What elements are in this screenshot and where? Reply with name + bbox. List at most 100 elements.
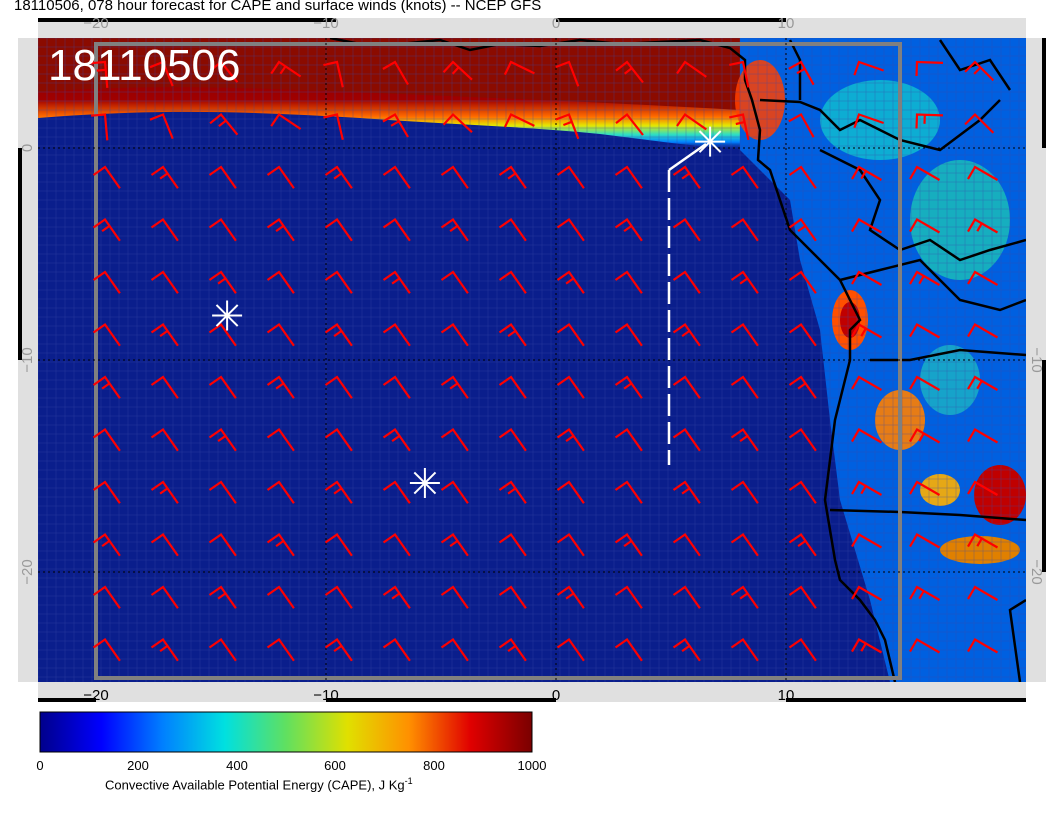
colorbar — [39, 711, 533, 753]
wind-barb — [498, 322, 527, 347]
wind-barb — [382, 375, 411, 399]
wind-barb — [324, 165, 353, 189]
wind-barb — [909, 480, 941, 496]
wind-barb — [672, 480, 701, 504]
wind-barb — [672, 637, 701, 662]
wind-barb — [730, 322, 759, 347]
wind-barb — [788, 165, 817, 189]
wind-barb — [730, 585, 759, 609]
top-tick-label: 0 — [552, 15, 560, 32]
wind-barb — [382, 217, 411, 242]
wind-barb — [150, 270, 179, 294]
wind-barb — [208, 270, 237, 294]
wind-barb — [788, 217, 817, 242]
wind-barb — [324, 270, 353, 294]
wind-barb — [556, 217, 585, 242]
wind-barb — [967, 480, 999, 496]
wind-barb — [730, 480, 759, 504]
left-tick-label: −20 — [19, 559, 36, 584]
wind-barb — [614, 480, 643, 504]
wind-barb — [672, 270, 701, 294]
wind-barb — [556, 585, 585, 609]
wind-barb — [556, 375, 585, 399]
bottom-tick-label: 0 — [552, 687, 560, 704]
wind-barb — [270, 112, 302, 130]
wind-barb — [382, 60, 409, 86]
wind-barb — [555, 113, 580, 140]
wind-barb — [92, 637, 121, 662]
wind-barb — [150, 532, 179, 557]
wind-barb — [498, 165, 527, 189]
wind-barb — [556, 165, 585, 189]
wind-barb — [324, 322, 353, 347]
wind-barb — [382, 480, 411, 504]
wind-barb — [788, 585, 817, 609]
wind-barb — [92, 217, 121, 242]
wind-barb — [788, 480, 817, 504]
wind-barb — [266, 427, 295, 452]
wind-barb — [853, 113, 884, 129]
wind-barb — [915, 60, 944, 77]
wind-barb — [92, 480, 121, 504]
wind-barb — [614, 585, 643, 609]
colorbar-tick: 400 — [226, 758, 248, 773]
wind-barb — [150, 585, 179, 609]
wind-barb — [442, 60, 473, 81]
wind-barb — [150, 480, 179, 504]
wind-barb — [788, 113, 815, 138]
wind-barb — [672, 322, 701, 347]
wind-barb — [92, 585, 121, 609]
wind-barb — [730, 270, 759, 294]
wind-barb — [788, 637, 817, 662]
wind-barb — [266, 165, 295, 189]
wind-barb — [266, 322, 295, 347]
wind-barb — [208, 637, 237, 662]
right-tick-label: −20 — [1028, 559, 1045, 584]
wind-barb — [208, 532, 237, 557]
wind-barb — [266, 270, 295, 294]
top-tick-label: −10 — [313, 15, 338, 32]
forecast-stamp: 18110506 — [48, 41, 241, 90]
wind-barb — [851, 270, 883, 286]
right-tick-labels: −10 −20 — [1028, 347, 1045, 584]
colorbar-tick: 200 — [127, 758, 149, 773]
wind-barb — [967, 637, 999, 654]
wind-barb — [150, 217, 179, 242]
wind-barb — [440, 322, 469, 347]
wind-barb — [967, 375, 999, 391]
wind-barb — [851, 217, 883, 234]
wind-barb — [788, 532, 817, 557]
bottom-tick-label: −20 — [83, 687, 108, 704]
wind-barb — [149, 113, 174, 140]
wind-barb — [614, 322, 643, 347]
colorbar-tick: 0 — [36, 758, 44, 773]
wind-barb — [382, 637, 411, 662]
wind-barb — [964, 60, 995, 82]
wind-barb — [323, 60, 344, 88]
wind-barb — [208, 375, 237, 399]
wind-barb — [967, 322, 999, 339]
wind-barb — [382, 165, 411, 189]
wind-barb — [614, 532, 643, 557]
wind-barb — [556, 270, 585, 294]
wind-barb — [788, 427, 817, 452]
wind-barb — [730, 637, 759, 662]
left-tick-label: −10 — [19, 347, 36, 372]
wind-barb — [909, 165, 941, 181]
wind-barb — [909, 637, 941, 654]
wind-barb — [442, 112, 473, 134]
wind-barb — [266, 585, 295, 609]
wind-barb — [556, 322, 585, 347]
wind-barb — [266, 217, 295, 242]
wind-barb — [503, 113, 535, 128]
wind-barb — [851, 322, 883, 339]
wind-barb — [440, 217, 469, 242]
wind-barb — [909, 427, 941, 444]
wind-barb — [556, 427, 585, 452]
cruise-track — [667, 142, 707, 465]
wind-barb — [91, 60, 109, 88]
colorbar-title-unit-exponent: -1 — [404, 776, 413, 786]
wind-barb — [730, 532, 759, 557]
wind-barb — [440, 375, 469, 399]
